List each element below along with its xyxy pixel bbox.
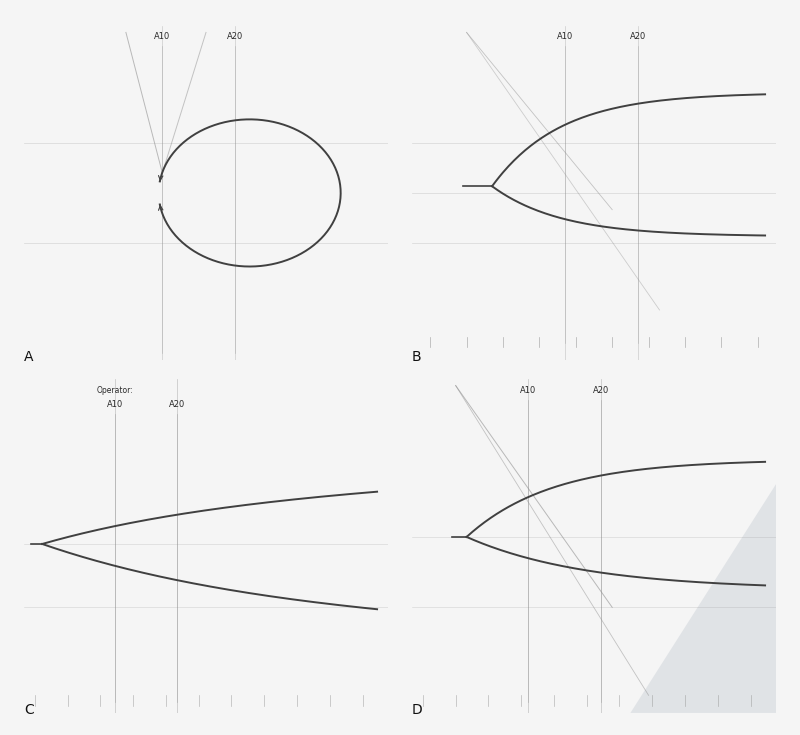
Text: A10: A10 <box>520 386 537 395</box>
Text: A: A <box>24 350 34 364</box>
Text: A10: A10 <box>557 32 573 41</box>
Text: C: C <box>24 703 34 717</box>
Text: Operator:: Operator: <box>97 386 134 395</box>
Text: A10: A10 <box>154 32 170 41</box>
Text: A20: A20 <box>593 386 610 395</box>
Text: A20: A20 <box>227 32 243 41</box>
Polygon shape <box>576 484 776 713</box>
Text: A10: A10 <box>107 400 123 409</box>
Text: B: B <box>412 350 422 364</box>
Text: A20: A20 <box>169 400 185 409</box>
Text: D: D <box>412 703 422 717</box>
Text: A20: A20 <box>630 32 646 41</box>
